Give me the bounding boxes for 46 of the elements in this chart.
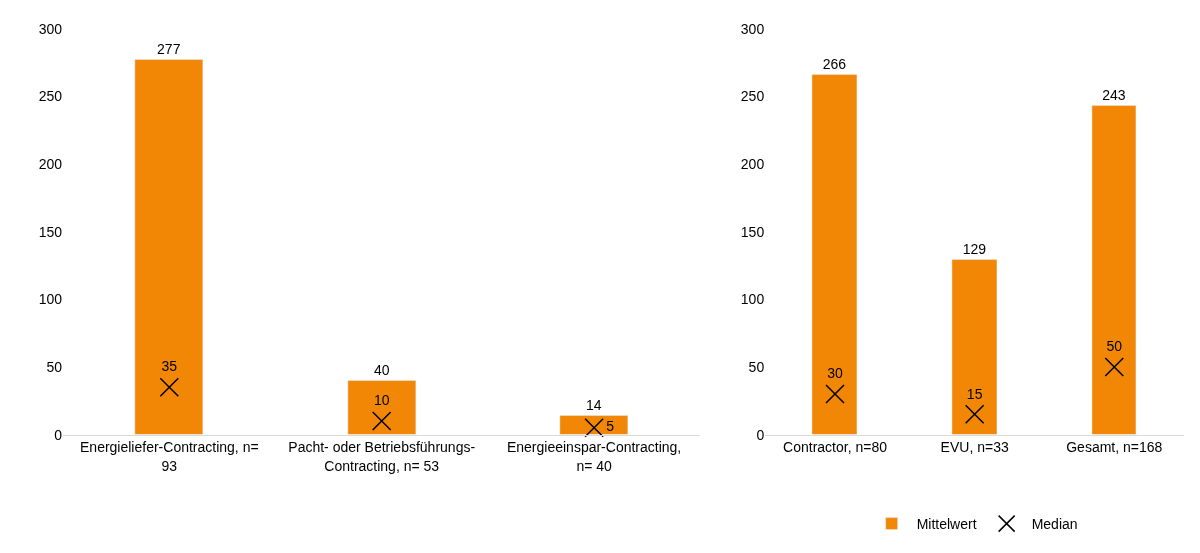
y-tick-label: 150	[740, 223, 765, 240]
data-label: 40	[373, 361, 390, 378]
data-label: 30	[827, 365, 844, 382]
y-tick-label: 50	[46, 358, 63, 375]
point	[825, 384, 845, 404]
x-tick-label: Energieeinspar-Contracting, n= 40	[506, 439, 682, 474]
legend-label: Median	[1031, 516, 1078, 533]
data-label: 266	[822, 55, 847, 72]
data-label: 14	[585, 396, 602, 413]
y-tick-label: 100	[740, 291, 765, 308]
y-tick-label: 0	[54, 426, 63, 443]
x-tick-label: Gesamt, n=168	[1066, 439, 1163, 456]
x-tick-label: EVU, n=33	[940, 439, 1009, 456]
data-label: 277	[157, 40, 181, 57]
y-tick-label: 300	[38, 20, 63, 37]
y-tick-label: 100	[38, 291, 63, 308]
bar	[951, 259, 998, 435]
y-tick-label: 0	[756, 426, 765, 443]
y-tick-label: 300	[740, 20, 765, 37]
bar	[811, 74, 858, 435]
x-tick-label: Contractor, n=80	[783, 439, 888, 456]
legend-label: Mittelwert	[916, 516, 977, 533]
y-tick-label: 150	[38, 223, 63, 240]
y-tick-label: 50	[748, 358, 765, 375]
point	[1104, 357, 1125, 377]
data-label: 10	[373, 392, 390, 409]
y-tick-label: 250	[740, 88, 765, 105]
point	[964, 404, 985, 425]
data-label: 243	[1102, 86, 1126, 103]
point	[159, 377, 180, 398]
bar	[1091, 105, 1137, 435]
x-tick-label: Pacht- oder Betriebsführungs- Contracting, n= 53	[288, 439, 476, 474]
data-label: 5	[606, 418, 615, 435]
data-label: 129	[962, 240, 987, 257]
x-tick-label: Energieliefer-Contracting, n= 93	[80, 439, 259, 474]
bar	[347, 380, 417, 435]
point	[584, 418, 604, 438]
point	[371, 411, 392, 431]
data-label: 15	[966, 385, 983, 402]
data-label: 50	[1106, 338, 1123, 355]
y-tick-label: 200	[740, 155, 765, 172]
bar	[134, 59, 204, 435]
data-label: 35	[161, 358, 178, 375]
bar	[559, 415, 629, 435]
y-tick-label: 200	[38, 155, 63, 172]
y-tick-label: 250	[38, 88, 63, 105]
